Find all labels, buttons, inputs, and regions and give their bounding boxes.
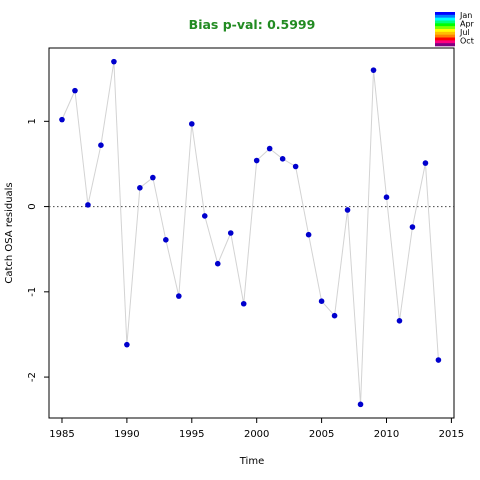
series-segment bbox=[321, 300, 335, 317]
series-segment bbox=[424, 163, 439, 361]
data-point bbox=[201, 213, 208, 219]
legend-label: Oct bbox=[460, 37, 474, 46]
data-point bbox=[266, 145, 273, 152]
legend-color-band bbox=[435, 29, 455, 33]
series-segment bbox=[334, 209, 349, 316]
series-segment bbox=[113, 61, 128, 345]
data-point bbox=[176, 293, 182, 299]
data-point bbox=[188, 121, 195, 127]
data-point bbox=[435, 357, 442, 363]
legend-color-band bbox=[435, 12, 455, 16]
data-point bbox=[253, 157, 260, 164]
legend-color-band bbox=[435, 23, 455, 27]
x-axis: 1985 1990 1995 2000 2005 2010 2015 bbox=[49, 418, 464, 440]
series-segment bbox=[295, 166, 310, 235]
legend-color-band bbox=[435, 34, 455, 38]
data-point bbox=[409, 224, 416, 230]
series-segment bbox=[398, 226, 413, 321]
data-point bbox=[85, 202, 91, 208]
data-point bbox=[318, 298, 325, 305]
data-point bbox=[383, 194, 390, 200]
y-tick-label: -1 bbox=[27, 287, 38, 297]
legend-color-band bbox=[435, 37, 455, 41]
data-point bbox=[214, 260, 221, 267]
x-tick-label: 2000 bbox=[244, 429, 269, 440]
x-tick-label: 1990 bbox=[114, 429, 139, 440]
series-segment bbox=[217, 232, 232, 264]
data-point bbox=[370, 67, 377, 73]
data-point bbox=[137, 185, 143, 191]
series-segment bbox=[373, 70, 387, 198]
data-point bbox=[357, 401, 364, 408]
series-segment bbox=[243, 160, 258, 304]
data-point bbox=[396, 318, 403, 324]
x-tick-label: 2015 bbox=[439, 429, 464, 440]
y-tick-label: 1 bbox=[27, 118, 38, 124]
x-tick-label: 1995 bbox=[179, 429, 204, 440]
series-segment bbox=[61, 90, 76, 120]
legend-label: Jan bbox=[459, 11, 472, 20]
series-segment bbox=[165, 239, 180, 297]
series-segment bbox=[256, 148, 271, 161]
x-tick-label: 2005 bbox=[309, 429, 334, 440]
data-point bbox=[72, 87, 78, 94]
series-segment bbox=[74, 90, 89, 205]
series-segment bbox=[308, 234, 323, 302]
data-point bbox=[227, 230, 234, 236]
series-connector-lines bbox=[61, 61, 439, 405]
data-point bbox=[124, 341, 130, 348]
y-tick-label: -2 bbox=[27, 372, 38, 382]
legend-color-band bbox=[435, 17, 455, 21]
data-point bbox=[163, 237, 169, 243]
data-point bbox=[111, 58, 117, 65]
data-point bbox=[331, 312, 338, 319]
series-segment bbox=[100, 61, 115, 146]
data-point bbox=[344, 207, 351, 213]
series-segment bbox=[126, 187, 141, 345]
x-tick-label: 1985 bbox=[49, 429, 74, 440]
series-segment bbox=[178, 123, 193, 297]
legend-label: Apr bbox=[460, 20, 475, 29]
legend-color-band bbox=[435, 43, 455, 47]
legend-color-band bbox=[435, 20, 455, 24]
x-axis-label: Time bbox=[239, 456, 264, 467]
y-tick-label: 0 bbox=[27, 203, 38, 209]
series-segment bbox=[411, 162, 426, 228]
y-axis: -2 -1 0 1 bbox=[27, 118, 49, 382]
plot-frame bbox=[48, 47, 455, 419]
data-point bbox=[422, 160, 429, 166]
chart-title: Bias p-val: 0.5999 bbox=[189, 17, 316, 32]
data-point bbox=[240, 300, 247, 307]
data-point bbox=[150, 174, 156, 181]
data-point bbox=[59, 116, 65, 123]
series-segment bbox=[191, 123, 206, 217]
series-segment bbox=[152, 177, 167, 240]
legend-color-band bbox=[435, 26, 455, 30]
series-segment bbox=[230, 232, 245, 304]
series-segment bbox=[87, 145, 102, 205]
data-point bbox=[98, 142, 104, 148]
y-axis-label: Catch OSA residuals bbox=[4, 182, 15, 283]
series-segment bbox=[386, 197, 400, 321]
data-point bbox=[292, 163, 299, 170]
x-tick-label: 2010 bbox=[374, 429, 399, 440]
legend-label: Jul bbox=[459, 28, 470, 37]
series-segment bbox=[204, 215, 219, 264]
series-segment bbox=[347, 209, 362, 405]
data-point bbox=[305, 231, 312, 238]
legend-color-band bbox=[435, 40, 455, 44]
series-segment bbox=[360, 70, 375, 405]
legend-color-band bbox=[435, 14, 455, 18]
legend-color-band bbox=[435, 31, 455, 35]
data-point bbox=[279, 156, 286, 162]
series-points bbox=[59, 58, 442, 408]
